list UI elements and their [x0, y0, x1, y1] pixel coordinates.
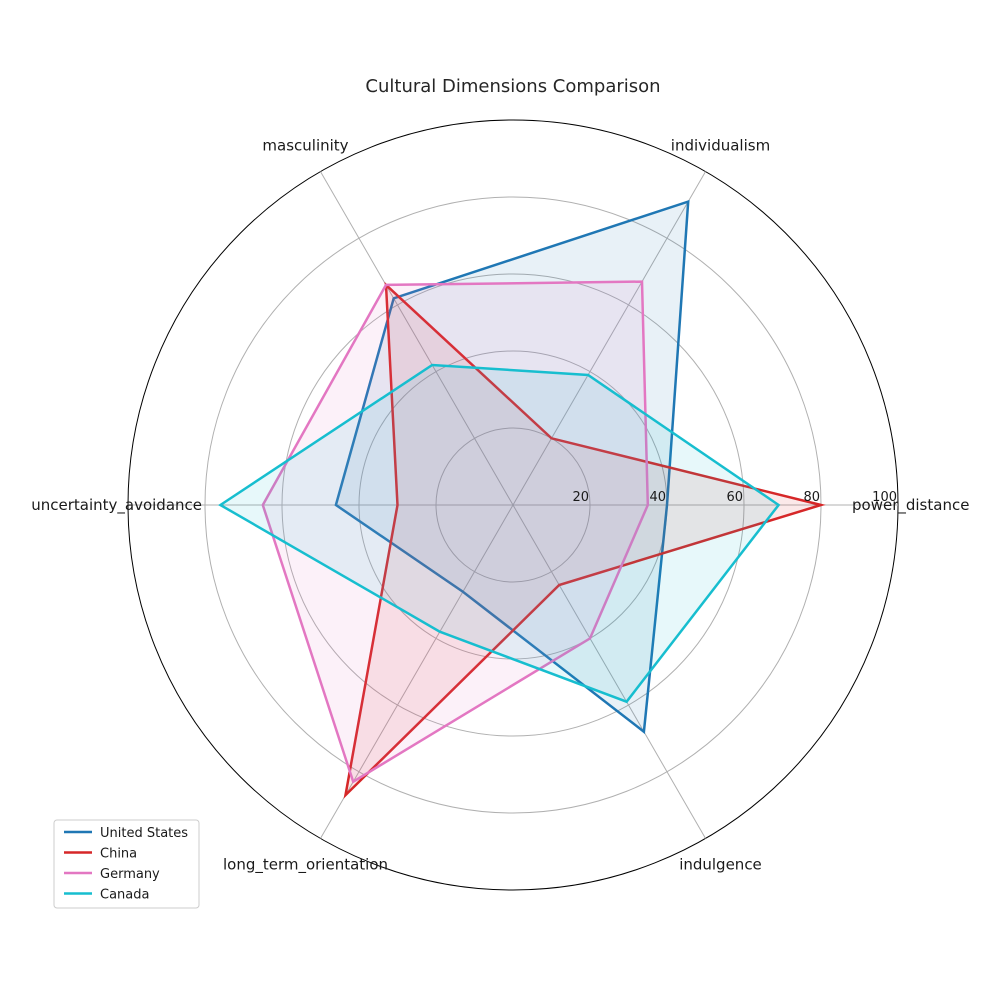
legend-label-germany: Germany [100, 867, 160, 882]
axis-label-long-term-orientation: long_term_orientation [223, 855, 388, 874]
legend-box [53, 819, 200, 909]
radar-spoke-individualism [512, 171, 706, 506]
axis-label-masculinity: masculinity [262, 137, 348, 155]
legend-label-united-states: United States [100, 826, 188, 841]
series-line-china [343, 281, 826, 799]
series-fill-united-states [335, 201, 689, 732]
series-line-united-states [334, 199, 690, 735]
series-fill-canada [220, 365, 779, 702]
series-fill-germany [262, 281, 648, 782]
series-line-canada [218, 363, 781, 704]
radial-tick-40: 40 [649, 490, 666, 505]
axis-label-individualism: individualism [671, 137, 770, 155]
radial-tick-labels: 20 40 60 80 100 [572, 490, 897, 505]
radial-tick-60: 60 [726, 490, 743, 505]
radar-spoke-masculinity [320, 171, 514, 506]
legend: United States China Germany Canada [53, 819, 200, 909]
legend-label-china: China [100, 847, 137, 862]
axis-label-uncertainty-avoidance: uncertainty_avoidance [31, 496, 202, 515]
radial-tick-20: 20 [572, 490, 589, 505]
series-line-germany [261, 280, 650, 784]
radar-spoke-indulgence [512, 504, 706, 839]
radar-series [218, 199, 826, 799]
radial-tick-80: 80 [803, 490, 820, 505]
legend-label-canada: Canada [100, 888, 149, 903]
series-fill-china [345, 284, 821, 796]
axis-labels: power_distance individualism masculinity un… [31, 137, 969, 875]
axis-label-power-distance: power_distance [852, 496, 969, 515]
axis-label-indulgence: indulgence [679, 855, 762, 873]
radial-tick-100: 100 [872, 490, 897, 505]
chart-title: Cultural Dimensions Comparison [365, 76, 660, 97]
